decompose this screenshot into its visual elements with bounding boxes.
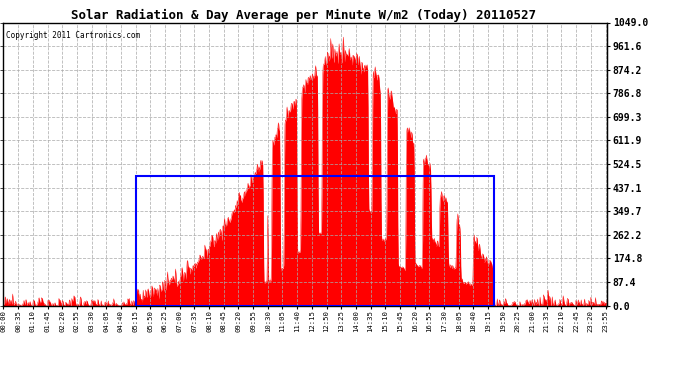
Text: Solar Radiation & Day Average per Minute W/m2 (Today) 20110527: Solar Radiation & Day Average per Minute… xyxy=(71,9,536,22)
Text: Copyright 2011 Cartronics.com: Copyright 2011 Cartronics.com xyxy=(6,31,141,40)
Bar xyxy=(136,176,494,306)
